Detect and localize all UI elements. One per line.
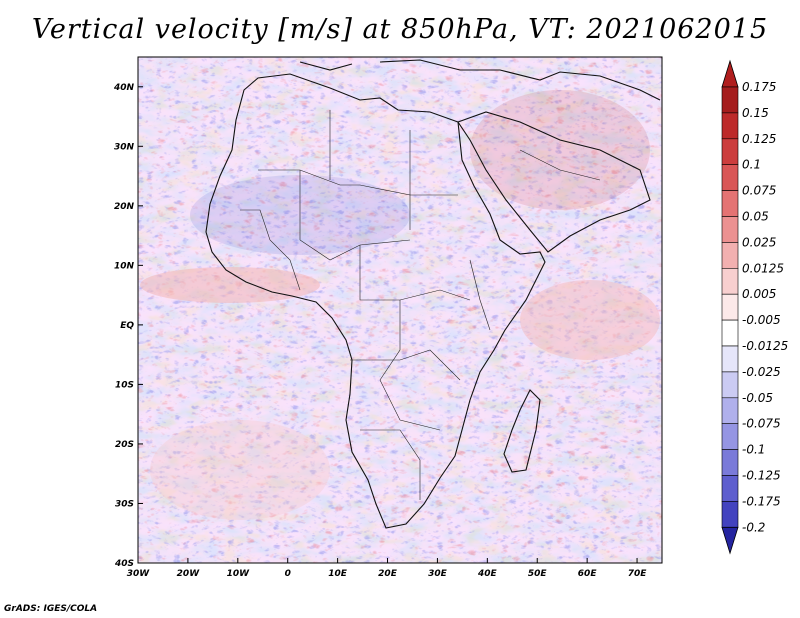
colorbar-label: -0.2 [742,520,765,534]
lon-tick-label: 60E [578,569,598,579]
axis-ticks: 30W 20W 10W 0 10E 20E 30E 40E 50E 60E 70E 40N 30N 20N… [113,83,647,579]
lat-tick-label: 10S [115,380,134,390]
colorbar-swatch [721,449,739,476]
lon-tick-label: 40E [477,569,498,579]
colorbar-label: 0.1 [742,158,761,172]
colorbar-swatch [721,164,739,191]
lon-tick-label: 50E [528,569,548,579]
colorbar-swatch [721,216,739,243]
colorbar-label: -0.005 [742,313,781,327]
country-borders [240,110,601,500]
lon-tick-label: 70E [628,569,648,579]
coastlines [205,59,661,529]
colorbar-swatch [721,423,739,450]
colorbar-swatch [721,475,739,502]
colorbar-swatch [721,345,739,373]
map-title: Vertical velocity [m/s] at 850hPa, VT: 2… [31,14,769,45]
colorbar-label: -0.025 [742,365,781,379]
lat-tick-label: EQ [120,321,134,331]
colorbar-swatch [721,501,739,528]
grads-credit: GrADS: IGES/COLA [4,604,98,614]
lon-tick-label: 10E [328,569,348,579]
colorbar-swatch [721,190,739,217]
colorbar-label: 0.175 [742,80,776,94]
colorbar-bottom-arrow [721,526,739,555]
colorbar-swatch [721,397,739,424]
colorbar-label: -0.0125 [742,339,788,353]
colorbar-label: 0.025 [742,235,776,249]
lat-tick-label: 30S [115,499,134,509]
colorbar-swatch [721,138,739,166]
colorbar-label: 0.0125 [742,261,784,275]
colorbar-label: -0.05 [742,391,773,405]
colorbar-swatch [721,371,739,399]
colorbar-label: 0.005 [742,287,776,301]
lat-tick-label: 30N [114,142,135,152]
colorbar-label: -0.075 [742,417,781,431]
lat-tick-label: 20S [115,440,134,450]
lon-tick-label: 20W [177,569,201,579]
lat-tick-label: 20N [114,202,135,212]
colorbar-label: 0.05 [742,210,769,224]
colorbar-swatch [721,112,739,140]
plot-frame [137,56,663,564]
lon-tick-label: 30E [428,569,448,579]
colorbar-label: 0.075 [742,184,776,198]
colorbar-swatch [721,242,739,269]
colorbar-label: 0.125 [742,132,776,146]
lat-tick-label: 40N [113,83,135,93]
colorbar-swatch [721,267,739,295]
colorbar-label: -0.125 [742,469,781,483]
colorbar-top-arrow [721,59,739,88]
colorbar-label: 0.15 [742,106,769,120]
lon-tick-label: 10W [227,569,251,579]
lat-tick-label: 40S [114,559,134,569]
lon-tick-label: 20E [378,569,398,579]
colorbar: 0.175 0.15 0.125 0.1 0.075 0.05 0.025 0.0125 0.0… [721,59,788,555]
colorbar-swatch [721,319,739,347]
colorbar-label: -0.1 [742,443,765,457]
colorbar-swatch [721,293,739,321]
lat-tick-label: 10N [114,261,135,271]
colorbar-swatch [721,86,739,114]
lon-tick-label: 30W [127,569,151,579]
lon-tick-label: 0 [285,569,291,579]
colorbar-label: -0.175 [742,494,781,508]
